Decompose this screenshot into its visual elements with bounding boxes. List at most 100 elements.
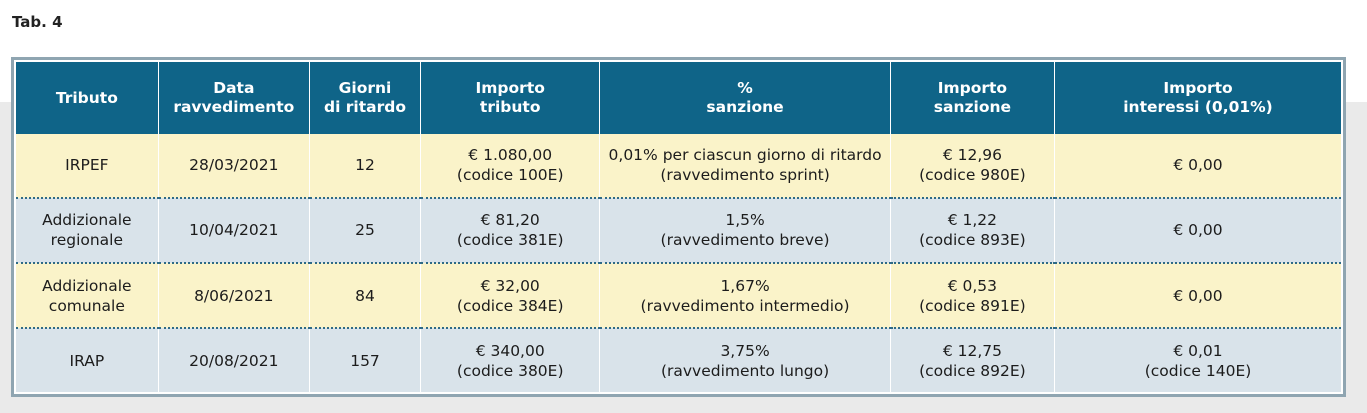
cell-line: 10/04/2021 [189, 221, 279, 240]
cell-tributo: Addizionale regionale [16, 196, 159, 263]
cell-tributo: Addizionale comunale [16, 261, 159, 329]
cell-data: 28/03/2021 [157, 134, 310, 198]
table-row: IRPEF 28/03/2021 12 € 1.080,00 (codice 1… [16, 134, 1341, 198]
table-frame: Tributo Data ravvedimento Giorni di rita… [11, 57, 1346, 397]
header-tributo: Tributo [16, 62, 159, 134]
cell-line: (codice 140E) [1144, 361, 1252, 380]
cell-sanzione-pct: 1,67% (ravvedimento intermedio) [599, 261, 891, 329]
cell-interessi: € 0,00 [1054, 261, 1341, 329]
cell-line: € 32,00 [480, 276, 540, 295]
cell-interessi: € 0,00 [1054, 134, 1341, 198]
cell-line: 25 [355, 221, 375, 240]
cell-giorni: 25 [308, 196, 421, 263]
cell-line: € 0,00 [1173, 156, 1223, 175]
cell-line: comunale [48, 296, 125, 315]
cell-sanzione-pct: 3,75% (ravvedimento lungo) [599, 327, 891, 392]
cell-line: 3,75% [720, 341, 770, 360]
cell-line: IRPEF [65, 156, 109, 175]
cell-line: 84 [355, 286, 375, 305]
cell-line: 20/08/2021 [189, 351, 279, 370]
cell-line: (ravvedimento sprint) [660, 166, 830, 185]
header-importo-sanzione: Importo sanzione [889, 62, 1055, 134]
cell-line: (codice 100E) [456, 166, 564, 185]
cell-sanzione-pct: 0,01% per ciascun giorno di ritardo (rav… [599, 134, 891, 198]
cell-line: (codice 980E) [919, 166, 1026, 185]
cell-line: regionale [50, 231, 124, 250]
cell-importo-sanzione: € 12,96 (codice 980E) [889, 134, 1055, 198]
header-line: di ritardo [323, 98, 407, 116]
cell-line: (ravvedimento breve) [660, 231, 830, 250]
header-line: tributo [479, 98, 541, 116]
header-line: interessi (0,01%) [1123, 98, 1273, 116]
cell-line: (codice 384E) [456, 296, 564, 315]
cell-line: 28/03/2021 [189, 156, 279, 175]
header-line: Importo [937, 79, 1008, 97]
cell-data: 20/08/2021 [157, 327, 310, 392]
cell-line: Addizionale [42, 211, 132, 230]
header-data-ravvedimento: Data ravvedimento [157, 62, 310, 134]
cell-line: Addizionale [42, 276, 132, 295]
cell-line: (ravvedimento intermedio) [640, 296, 850, 315]
header-line: Tributo [55, 88, 118, 107]
cell-importo-tributo: € 32,00 (codice 384E) [420, 261, 600, 329]
cell-line: 157 [350, 351, 380, 370]
cell-line: € 12,75 [942, 341, 1002, 360]
cell-giorni: 12 [308, 134, 421, 198]
cell-line: IRAP [69, 351, 105, 370]
cell-line: (codice 380E) [456, 361, 564, 380]
cell-line: € 1.080,00 [468, 146, 553, 165]
cell-line: (ravvedimento lungo) [660, 361, 830, 380]
cell-line: € 0,00 [1173, 286, 1223, 305]
cell-line: € 340,00 [475, 341, 545, 360]
cell-importo-sanzione: € 12,75 (codice 892E) [889, 327, 1055, 392]
header-line: Importo [1163, 79, 1233, 97]
cell-line: (codice 892E) [919, 361, 1026, 380]
header-giorni-ritardo: Giorni di ritardo [308, 62, 421, 134]
cell-line: € 0,00 [1173, 221, 1223, 240]
header-importo-tributo: Importo tributo [420, 62, 600, 134]
cell-line: (codice 891E) [919, 296, 1026, 315]
ravvedimento-table: Tributo Data ravvedimento Giorni di rita… [16, 62, 1341, 392]
cell-line: 8/06/2021 [194, 286, 274, 305]
header-line: sanzione [706, 98, 784, 116]
header-line: % [737, 79, 753, 97]
table-row: IRAP 20/08/2021 157 € 340,00 (codice 380… [16, 327, 1341, 392]
cell-interessi: € 0,00 [1054, 196, 1341, 263]
cell-line: € 12,96 [942, 146, 1002, 165]
cell-interessi: € 0,01 (codice 140E) [1054, 327, 1341, 392]
cell-data: 10/04/2021 [157, 196, 310, 263]
header-row: Tributo Data ravvedimento Giorni di rita… [16, 62, 1341, 134]
cell-line: € 81,20 [480, 211, 540, 230]
cell-importo-sanzione: € 1,22 (codice 893E) [889, 196, 1055, 263]
cell-importo-tributo: € 81,20 (codice 381E) [420, 196, 600, 263]
cell-line: (codice 893E) [919, 231, 1026, 250]
cell-importo-tributo: € 340,00 (codice 380E) [420, 327, 600, 392]
cell-data: 8/06/2021 [157, 261, 310, 329]
header-importo-interessi: Importo interessi (0,01%) [1054, 62, 1341, 134]
header-line: Giorni [338, 79, 392, 97]
cell-line: 0,01% per ciascun giorno di ritardo [608, 146, 882, 165]
table-caption: Tab. 4 [12, 13, 63, 31]
cell-line: € 1,22 [947, 211, 998, 230]
cell-giorni: 157 [308, 327, 421, 392]
cell-importo-sanzione: € 0,53 (codice 891E) [889, 261, 1055, 329]
cell-tributo: IRAP [16, 327, 159, 392]
cell-line: € 0,53 [947, 276, 998, 295]
cell-line: 12 [355, 156, 375, 175]
cell-sanzione-pct: 1,5% (ravvedimento breve) [599, 196, 891, 263]
header-line: sanzione [933, 98, 1012, 116]
header-line: ravvedimento [173, 98, 295, 116]
cell-line: 1,5% [725, 211, 765, 230]
header-percent-sanzione: % sanzione [599, 62, 891, 134]
table-row: Addizionale comunale 8/06/2021 84 € 32,0… [16, 261, 1341, 329]
header-line: Importo [475, 79, 545, 97]
cell-tributo: IRPEF [16, 134, 159, 198]
cell-line: 1,67% [720, 276, 770, 295]
cell-giorni: 84 [308, 261, 421, 329]
table-row: Addizionale regionale 10/04/2021 25 € 81… [16, 196, 1341, 263]
cell-line: € 0,01 [1173, 341, 1223, 360]
cell-importo-tributo: € 1.080,00 (codice 100E) [420, 134, 600, 198]
header-line: Data [213, 79, 255, 97]
cell-line: (codice 381E) [456, 231, 564, 250]
